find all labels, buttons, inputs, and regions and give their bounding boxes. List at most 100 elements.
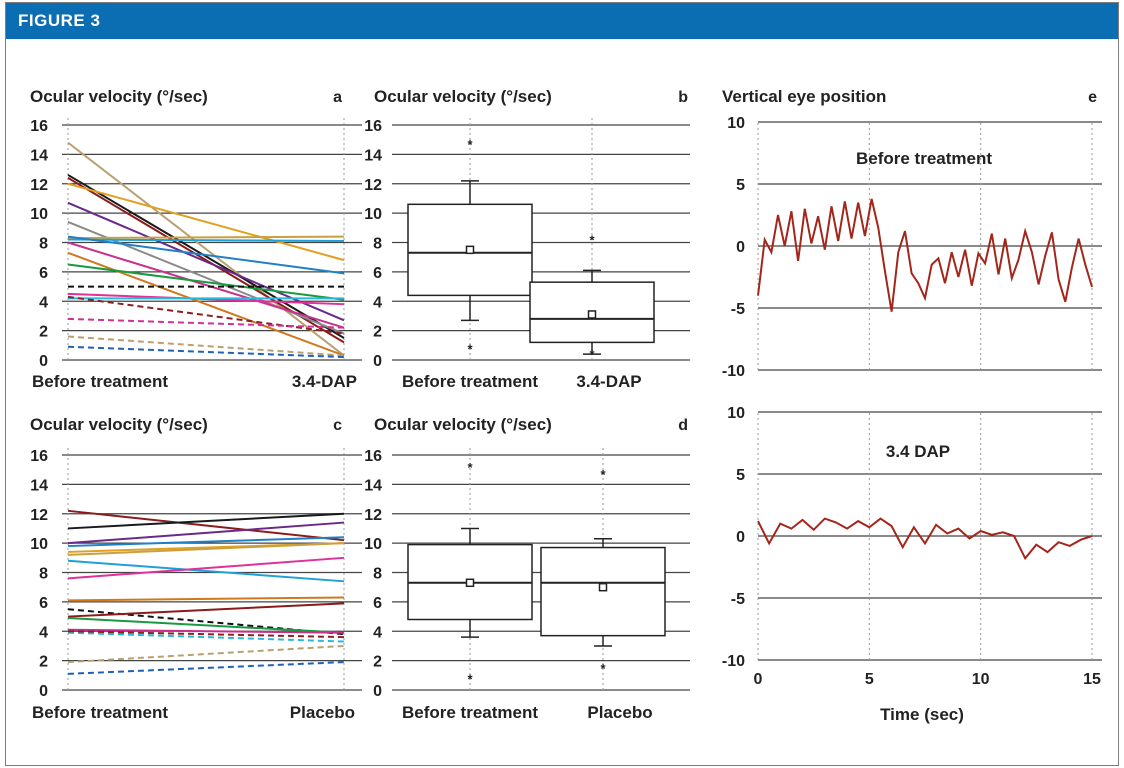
chart-b-ytick-label: 2 [373,324,382,341]
chart-a-series-line-17 [67,317,345,329]
chart-e-ytick-label: 0 [736,529,745,546]
figure-label: FIGURE 3 [18,11,101,30]
chart-c-series-line-3 [67,521,345,545]
chart-d-xtick-label: Placebo [587,703,652,722]
chart-d-ytick-label: 10 [364,536,382,553]
chart-d-ytick-label: 8 [373,566,382,583]
chart-c-series-line-7 [67,559,345,583]
chart-c-series-line-13 [67,628,345,634]
chart-b-outlier-marker: * [589,233,595,248]
chart-d-title: Ocular velocity (°/sec) [374,415,552,434]
chart-e-xlabel: Time (sec) [880,705,964,724]
chart-c-series-line-17 [67,661,345,675]
chart-e-ytick-label: -10 [722,363,745,380]
chart-b-ytick-label: 16 [364,118,382,135]
chart-e-ytick-label: 10 [727,405,745,422]
chart-a-series-line-8 [67,238,345,243]
chart-e-xtick-label: 5 [865,671,874,688]
chart-b-ytick-label: 6 [373,265,382,282]
chart-c-ytick-label: 6 [39,595,48,612]
chart-d-xtick-label: Before treatment [402,703,538,722]
chart-a-series-line-2 [67,174,345,339]
chart-c-ytick-label: 2 [39,654,48,671]
chart-d-ytick-label: 0 [373,683,382,700]
chart-e-ytick-label: 10 [727,115,745,132]
chart-c-ytick-label: 0 [39,683,48,700]
chart-e-xtick-label: 15 [1083,671,1101,688]
chart-e-trace-2 [757,517,1093,561]
figure-frame [5,2,1119,766]
chart-a-series-line-16 [67,295,345,335]
chart-c-xtick-label: Placebo [290,703,355,722]
chart-c-series-line-14 [67,631,345,643]
chart-b-ytick-label: 0 [373,353,382,370]
chart-d-mean-marker [598,582,608,592]
chart-a-ytick-label: 2 [39,324,48,341]
chart-b-panel-letter: b [678,89,688,106]
chart-e-xtick-label: 10 [972,671,990,688]
chart-e-annotation: Before treatment [856,149,992,168]
chart-c-ytick-label: 12 [30,507,48,524]
chart-a-series-line-12 [67,263,345,301]
chart-c-ytick-label: 14 [30,477,48,494]
chart-d-ytick-label: 14 [364,477,382,494]
chart-c-series-line-15 [67,630,345,639]
chart-e-panel-letter: e [1088,89,1097,106]
chart-b-ytick-label: 10 [364,206,382,223]
chart-c-series-line-8 [67,556,345,580]
chart-e-trace-1 [757,198,1093,312]
chart-b-ytick-label: 12 [364,177,382,194]
chart-d-outlier-marker: * [467,671,473,686]
chart-c-ytick-label: 4 [39,624,48,641]
chart-a-ytick-label: 12 [30,177,48,194]
chart-a-series-line-7 [67,235,345,240]
chart-a-series-line-18 [67,335,345,357]
chart-a-series-line-5 [67,201,345,322]
chart-c-ytick-label: 16 [30,448,48,465]
chart-b-outlier-marker: * [467,341,473,356]
chart-b-xtick-label: 3.4-DAP [576,372,641,391]
chart-d-panel-letter: d [678,417,688,434]
chart-a-series-line-9 [67,235,345,275]
chart-c-series-line-2 [67,512,345,530]
chart-b-mean-marker [587,310,597,319]
chart-a-series-line-10 [67,241,345,329]
chart-a-ytick-label: 4 [39,294,48,311]
chart-d-ytick-label: 12 [364,507,382,524]
chart-c-series-line-6 [67,542,345,556]
chart-e-ytick-label: -10 [722,653,745,670]
chart-c-series-line-16 [67,644,345,664]
chart-e-ytick-label: 5 [736,467,745,484]
chart-a-ytick-label: 6 [39,265,48,282]
chart-c-title: Ocular velocity (°/sec) [30,415,208,434]
chart-a-ytick-label: 10 [30,206,48,223]
chart-d-box-2 [540,546,666,637]
chart-c-panel-letter: c [333,417,342,434]
chart-d-outlier-marker: * [467,460,473,475]
chart-a-ytick-label: 8 [39,236,48,253]
chart-a-series-line-4 [67,182,345,262]
chart-d-outlier-marker: * [600,661,606,676]
chart-d-ytick-label: 16 [364,448,382,465]
chart-b-outlier-marker: * [589,347,595,362]
chart-b-title: Ocular velocity (°/sec) [374,87,552,106]
chart-a-series-line-1 [67,141,345,357]
chart-c-series-line-4 [67,536,345,548]
chart-b-ytick-label: 4 [373,294,382,311]
chart-a-ytick-label: 0 [39,353,48,370]
chart-e-title: Vertical eye position [722,87,886,106]
chart-c-xtick-label: Before treatment [32,703,168,722]
chart-d-outlier-marker: * [600,467,606,482]
chart-a-title: Ocular velocity (°/sec) [30,87,208,106]
chart-a-ytick-label: 16 [30,118,48,135]
chart-c-series-line-1 [67,509,345,542]
chart-e-ytick-label: -5 [731,591,745,608]
figure-banner: FIGURE 3 [6,3,1118,39]
chart-c-ytick-label: 10 [30,536,48,553]
chart-e-ytick-label: -5 [731,301,745,318]
chart-b-mean-marker [465,245,475,255]
chart-d-ytick-label: 2 [373,654,382,671]
chart-a-xtick-label: 3.4-DAP [292,372,357,391]
chart-e-ytick-label: 5 [736,177,745,194]
